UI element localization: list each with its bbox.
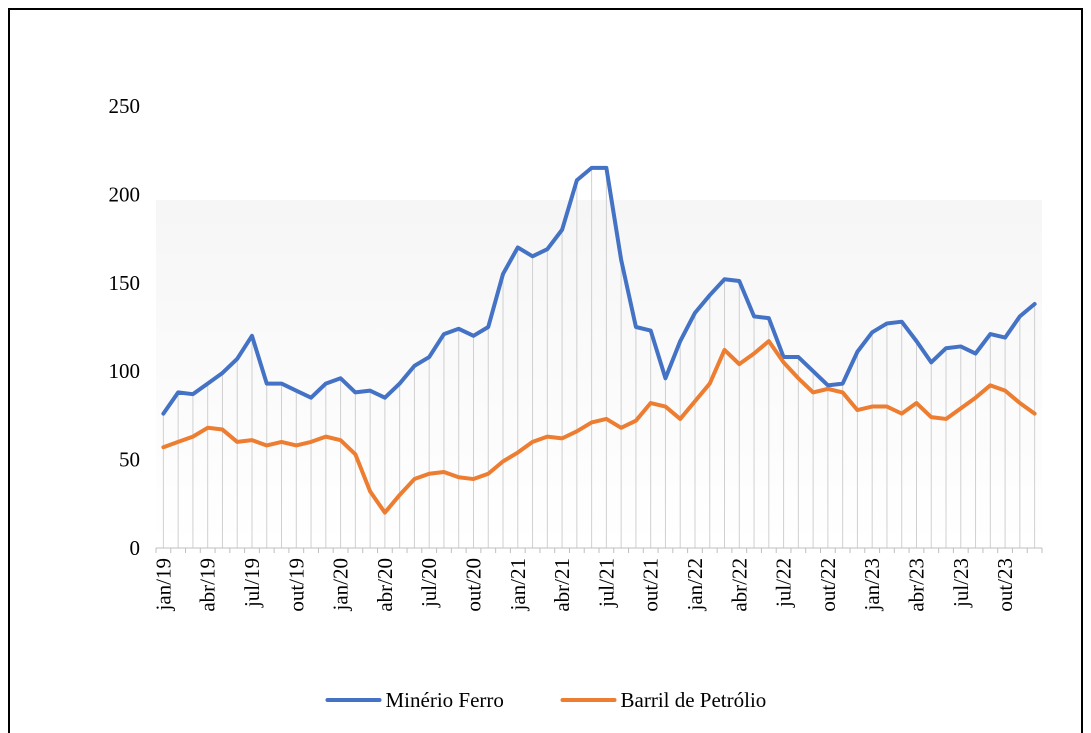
x-tick-label: jan/21	[506, 558, 530, 612]
x-tick-label: jul/19	[240, 558, 264, 608]
x-tick-label: abr/23	[904, 558, 928, 612]
y-tick-label: 150	[109, 271, 141, 295]
y-tick-label: 250	[109, 94, 141, 118]
y-tick-label: 200	[109, 182, 141, 206]
x-tick-label: abr/19	[196, 558, 220, 612]
x-tick-label: jan/20	[329, 558, 353, 612]
x-tick-label: out/23	[993, 558, 1017, 612]
x-tick-label: out/19	[284, 558, 308, 612]
y-tick-label: 0	[130, 536, 141, 560]
x-tick-label: jan/19	[151, 558, 175, 612]
x-tick-label: abr/20	[373, 558, 397, 612]
x-tick-label: jan/22	[683, 558, 707, 612]
x-tick-label: jan/23	[860, 558, 884, 612]
x-tick-label: abr/21	[550, 558, 574, 612]
x-tick-label: out/20	[461, 558, 485, 612]
series-line	[161, 339, 1037, 515]
x-tick-label: jul/20	[417, 558, 441, 608]
y-tick-label: 50	[119, 448, 140, 472]
x-tick-label: jul/23	[949, 558, 973, 608]
x-tick-label: out/22	[816, 558, 840, 612]
plot-background	[156, 200, 1042, 548]
legend-label: Barril de Petrólio	[621, 688, 767, 712]
y-tick-label: 100	[109, 359, 141, 383]
x-tick-label: jul/22	[772, 558, 796, 608]
x-tick-label: abr/22	[727, 558, 751, 612]
x-tick-label: out/21	[639, 558, 663, 612]
legend-label: Minério Ferro	[386, 688, 504, 712]
x-tick-label: jul/21	[594, 558, 618, 608]
series-line	[161, 165, 1037, 416]
